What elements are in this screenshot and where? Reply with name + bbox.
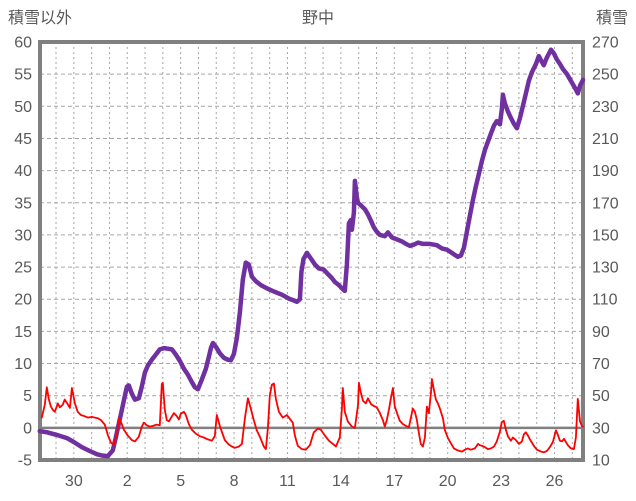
chart-dynamic-content: 605550454035302520151050-527025023021019… (14, 35, 619, 491)
chart-header: 積雪以外 野中 積雪 (8, 9, 628, 27)
series-snow-depth-line (37, 47, 586, 459)
left-axis-title: 積雪以外 (8, 9, 72, 27)
left-axis-tick-label: 10 (14, 356, 32, 373)
right-axis-tick-label: 230 (592, 99, 619, 116)
left-axis-tick-label: 60 (14, 35, 32, 52)
right-axis-tick-label: 50 (592, 388, 610, 405)
x-axis-tick-label: 8 (230, 473, 239, 490)
x-axis-tick-label: 11 (279, 473, 296, 490)
x-axis-tick-label: 23 (492, 473, 510, 490)
series-non-snow-line (40, 378, 584, 454)
right-axis-tick-label: 10 (592, 453, 610, 470)
left-axis-tick-label: -5 (18, 453, 32, 470)
left-axis-tick-label: 45 (14, 131, 32, 148)
left-axis-tick-label: 0 (23, 420, 32, 437)
x-axis-tick-label: 2 (123, 473, 132, 490)
x-axis-tick-label: 20 (439, 473, 457, 490)
x-axis-tick-label: 14 (332, 473, 350, 490)
right-axis-tick-label: 170 (592, 195, 619, 212)
left-axis-tick-label: 25 (14, 260, 32, 277)
left-axis-tick-label: 35 (14, 195, 32, 212)
left-axis-tick-label: 30 (14, 227, 32, 244)
right-axis-tick-label: 70 (592, 356, 610, 373)
right-axis-tick-label: 110 (592, 292, 618, 309)
right-axis-tick-label: 270 (592, 35, 619, 52)
x-axis-tick-label: 26 (546, 473, 564, 490)
right-axis-tick-label: 30 (592, 420, 610, 437)
right-axis-tick-label: 130 (592, 260, 619, 277)
left-axis-tick-label: 20 (14, 292, 32, 309)
plot-border (38, 40, 585, 462)
x-axis-tick-label: 5 (176, 473, 185, 490)
chart-title: 野中 (302, 9, 334, 27)
left-axis-tick-label: 15 (14, 324, 32, 341)
left-axis-tick-label: 55 (14, 67, 32, 84)
left-axis-tick-label: 40 (14, 163, 32, 180)
left-axis-tick-label: 5 (23, 388, 32, 405)
right-axis-tick-label: 190 (592, 163, 619, 180)
x-axis-labels: 30 2 5 8 11 14 17 20 23 26 (65, 473, 564, 490)
right-axis-tick-label: 150 (592, 227, 619, 244)
right-axis-tick-label: 250 (592, 67, 619, 84)
x-axis-tick-label: 30 (65, 473, 83, 490)
right-axis-tick-label: 210 (592, 131, 619, 148)
right-axis-tick-label: 90 (592, 324, 610, 341)
left-axis-tick-label: 50 (14, 99, 32, 116)
right-axis-title: 積雪 (596, 9, 628, 27)
y-axis-right-labels: 270 250 230 210 190 170 150 130 110 90 70 50 30 10 (592, 35, 619, 470)
x-axis-tick-label: 17 (385, 473, 403, 490)
